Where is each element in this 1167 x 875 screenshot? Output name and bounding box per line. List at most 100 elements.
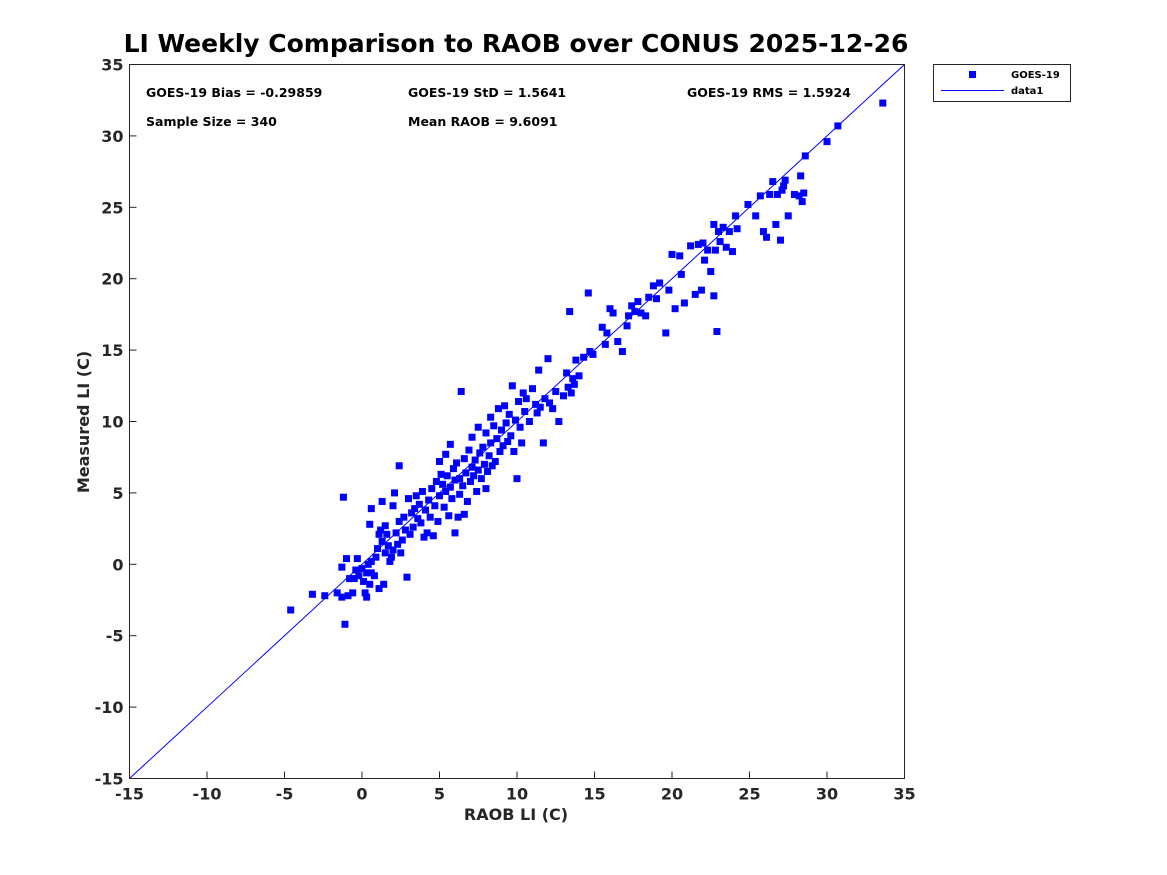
data-point — [344, 592, 352, 600]
y-tick-label: 25 — [101, 198, 123, 217]
data-point — [375, 530, 383, 538]
data-point — [343, 555, 350, 563]
data-point — [463, 497, 471, 505]
legend: GOES-19 data1 — [933, 64, 1071, 102]
data-point — [409, 523, 417, 531]
data-point — [584, 289, 592, 297]
y-axis-ticks: -15 -10 -5 0 5 10 15 20 25 30 35 — [95, 56, 137, 789]
data-point — [367, 557, 375, 565]
data-point — [401, 526, 409, 534]
data-point — [502, 419, 510, 427]
data-point — [381, 522, 389, 530]
data-point — [671, 305, 679, 313]
data-point — [434, 517, 442, 525]
data-point — [436, 457, 443, 465]
data-point — [414, 515, 422, 523]
data-point — [454, 513, 462, 521]
data-point — [389, 502, 397, 510]
x-tick-label: 30 — [816, 785, 838, 804]
data-point — [501, 402, 509, 410]
data-point — [525, 418, 533, 425]
data-point — [609, 309, 617, 317]
data-point — [563, 369, 571, 377]
x-tick-label: 10 — [506, 785, 528, 804]
data-point — [456, 475, 464, 483]
data-point — [676, 252, 684, 260]
data-point — [606, 305, 614, 313]
data-point — [412, 492, 420, 500]
data-point — [618, 348, 626, 356]
data-point — [363, 569, 371, 577]
data-point — [346, 575, 354, 583]
data-point — [370, 572, 378, 580]
data-point — [649, 282, 657, 290]
data-point — [536, 403, 544, 411]
data-point — [400, 513, 408, 521]
data-point — [446, 483, 454, 491]
data-point — [713, 328, 721, 336]
data-point — [384, 542, 392, 550]
data-point — [389, 546, 397, 554]
data-point — [716, 238, 724, 246]
data-point — [338, 593, 346, 601]
data-point — [665, 286, 673, 294]
data-point — [529, 385, 536, 393]
data-point — [308, 590, 316, 598]
data-point — [366, 520, 374, 528]
data-point — [397, 549, 405, 557]
data-point — [482, 429, 490, 437]
data-point — [487, 439, 495, 447]
data-point — [398, 536, 406, 544]
data-point — [383, 530, 391, 538]
data-point — [386, 557, 394, 565]
data-point — [287, 606, 295, 614]
data-point — [377, 526, 385, 534]
x-axis-ticks: -15 -10 -5 0 5 10 15 20 25 30 35 — [115, 771, 916, 804]
data-point — [589, 350, 597, 358]
y-tick-label: 30 — [101, 127, 123, 146]
legend-marker-icon — [969, 71, 976, 78]
data-point — [759, 228, 767, 236]
data-point — [490, 422, 498, 430]
data-point — [546, 399, 554, 407]
data-point — [496, 447, 504, 455]
data-point — [333, 589, 341, 597]
data-point — [467, 477, 474, 485]
data-point — [711, 246, 719, 254]
data-point — [420, 533, 428, 541]
data-point — [535, 366, 543, 374]
data-point — [790, 190, 798, 198]
data-point — [769, 178, 777, 186]
data-point — [436, 492, 443, 500]
data-point — [428, 485, 436, 493]
data-point — [631, 308, 639, 316]
data-point — [521, 408, 529, 416]
data-point — [614, 338, 622, 346]
data-point — [353, 555, 361, 563]
data-point — [522, 395, 530, 403]
data-point — [572, 356, 580, 364]
data-point — [598, 323, 606, 331]
data-point — [642, 312, 650, 320]
data-point — [491, 457, 499, 465]
data-point — [555, 418, 563, 425]
data-point — [451, 529, 459, 537]
x-tick-label: 0 — [356, 785, 367, 804]
x-tick-label: 15 — [583, 785, 605, 804]
data-point — [701, 256, 709, 264]
data-point — [442, 487, 450, 495]
data-point — [437, 470, 445, 478]
data-point — [449, 465, 457, 473]
x-tick-label: 25 — [738, 785, 760, 804]
data-point — [476, 449, 484, 457]
data-point — [456, 490, 464, 498]
data-point — [778, 186, 786, 194]
data-point — [699, 239, 707, 247]
data-point — [479, 443, 487, 451]
data-point — [468, 433, 476, 441]
x-tick-label: -5 — [276, 785, 294, 804]
y-tick-label: 10 — [101, 413, 123, 432]
data-point — [465, 446, 473, 454]
data-point — [378, 537, 386, 545]
